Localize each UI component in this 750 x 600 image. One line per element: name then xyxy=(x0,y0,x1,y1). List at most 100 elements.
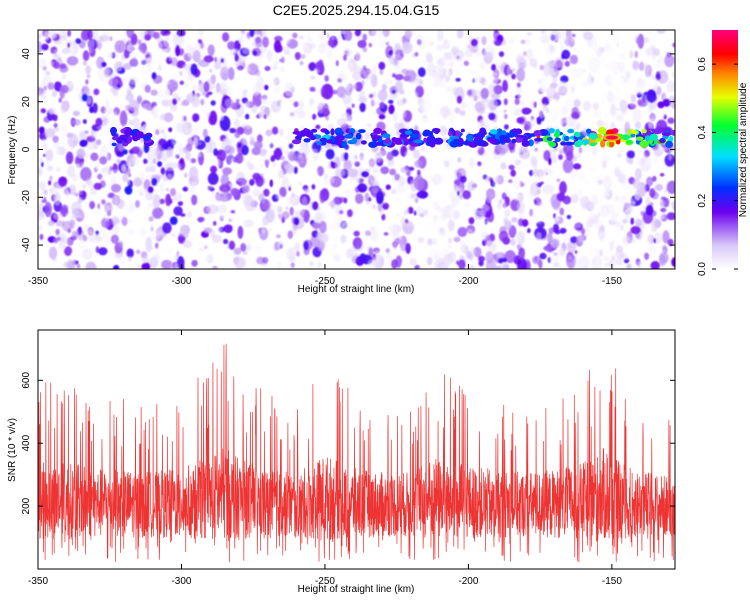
heatmap-cell xyxy=(276,261,282,269)
heatmap-cell xyxy=(421,147,425,151)
heatmap-cell xyxy=(144,84,151,93)
heatmap-cell xyxy=(437,110,447,117)
heatmap-cell xyxy=(614,195,620,202)
heatmap-cell xyxy=(110,203,117,217)
heatmap-cell xyxy=(634,190,641,201)
heatmap-cell xyxy=(232,156,238,163)
heatmap-cell xyxy=(184,83,188,88)
signal-cell xyxy=(514,128,523,135)
signal-cell xyxy=(426,135,436,143)
heatmap-cell xyxy=(49,71,60,78)
heatmap-cell xyxy=(70,252,75,261)
heatmap-cell xyxy=(517,57,527,70)
heatmap-cell xyxy=(269,228,273,231)
heatmap-cell xyxy=(394,43,402,58)
heatmap-cell xyxy=(604,74,613,86)
heatmap-cell xyxy=(109,36,113,42)
heatmap-cell xyxy=(572,67,584,78)
heatmap-cell xyxy=(578,235,584,243)
heatmap-cell xyxy=(426,256,433,266)
heatmap-cell xyxy=(66,259,76,269)
heatmap-cell xyxy=(556,192,566,202)
heatmap-cell xyxy=(491,76,498,85)
heatmap-cell xyxy=(482,195,486,201)
heatmap-cell xyxy=(279,186,287,198)
heatmap-cell xyxy=(263,188,270,197)
heatmap-cell xyxy=(126,30,134,39)
heatmap-cell xyxy=(635,218,642,227)
signal-cell xyxy=(319,137,328,143)
heatmap-cell xyxy=(73,221,79,229)
heatmap-cell xyxy=(78,237,85,249)
heatmap-cell xyxy=(57,243,66,251)
heatmap-cell xyxy=(180,213,186,217)
heatmap-cell xyxy=(486,98,491,107)
x-tick-label: -250 xyxy=(315,576,335,587)
heatmap-cell xyxy=(352,84,358,90)
heatmap-cell xyxy=(343,54,347,61)
heatmap-cell xyxy=(669,32,675,42)
heatmap-cell xyxy=(240,243,247,252)
heatmap-cell xyxy=(346,52,352,60)
heatmap-cell xyxy=(80,167,92,182)
heatmap-cell xyxy=(453,236,461,243)
heatmap-cell xyxy=(367,259,377,268)
heatmap-cell xyxy=(647,242,657,254)
heatmap-cell xyxy=(150,226,154,232)
heatmap-cell xyxy=(603,255,609,262)
heatmap-cell xyxy=(466,251,472,259)
heatmap-cell xyxy=(556,178,561,182)
heatmap-cell xyxy=(149,165,156,173)
heatmap-cell xyxy=(85,261,97,269)
heatmap-cell xyxy=(220,213,227,220)
heatmap-cell xyxy=(110,183,122,193)
signal-cell xyxy=(402,138,409,142)
heatmap-cell xyxy=(470,70,475,75)
heatmap-cell xyxy=(38,180,47,191)
heatmap-cell xyxy=(394,122,401,130)
heatmap-cell xyxy=(279,58,284,63)
heatmap-cell xyxy=(263,114,267,120)
heatmap-cell xyxy=(160,149,169,162)
heatmap-cell xyxy=(213,60,222,70)
heatmap-cell xyxy=(132,116,141,128)
heatmap-cell xyxy=(645,47,657,56)
heatmap-cell xyxy=(566,214,572,220)
heatmap-cell xyxy=(362,33,368,42)
heatmap-cell xyxy=(203,81,210,93)
heatmap-cell xyxy=(671,71,675,78)
signal-cell xyxy=(373,127,382,135)
heatmap-cell xyxy=(418,78,424,86)
heatmap-cell xyxy=(343,197,348,204)
heatmap-cell xyxy=(552,149,556,154)
heatmap-cell xyxy=(151,72,157,80)
heatmap-cell xyxy=(38,33,42,40)
signal-cell xyxy=(303,128,309,135)
heatmap-cell xyxy=(93,88,100,96)
heatmap-cell xyxy=(583,81,588,87)
heatmap-cell xyxy=(380,166,390,175)
heatmap-cell xyxy=(670,200,675,209)
heatmap-cell xyxy=(652,154,659,164)
heatmap-cell xyxy=(369,225,375,231)
heatmap-cell xyxy=(206,204,219,215)
heatmap-cell xyxy=(638,61,645,71)
heatmap-cell xyxy=(630,236,639,249)
heatmap-cell xyxy=(157,230,163,237)
heatmap-cell xyxy=(303,209,310,223)
heatmap-cell xyxy=(539,110,544,119)
heatmap-cell xyxy=(647,76,652,81)
heatmap-cell xyxy=(589,211,596,218)
colorbar-ticks: 0.0 0.2 0.4 0.6 xyxy=(697,57,738,276)
heatmap-cell xyxy=(520,39,526,45)
heatmap-cell xyxy=(47,220,55,226)
heatmap-cell xyxy=(175,44,181,57)
heatmap-cell xyxy=(189,127,200,138)
heatmap-cell xyxy=(504,250,516,264)
heatmap-cell xyxy=(498,257,504,264)
heatmap-cell xyxy=(247,163,255,171)
heatmap-cell xyxy=(311,184,316,190)
heatmap-cell xyxy=(540,72,545,77)
heatmap-cell xyxy=(220,66,230,81)
heatmap-cell xyxy=(576,229,582,235)
